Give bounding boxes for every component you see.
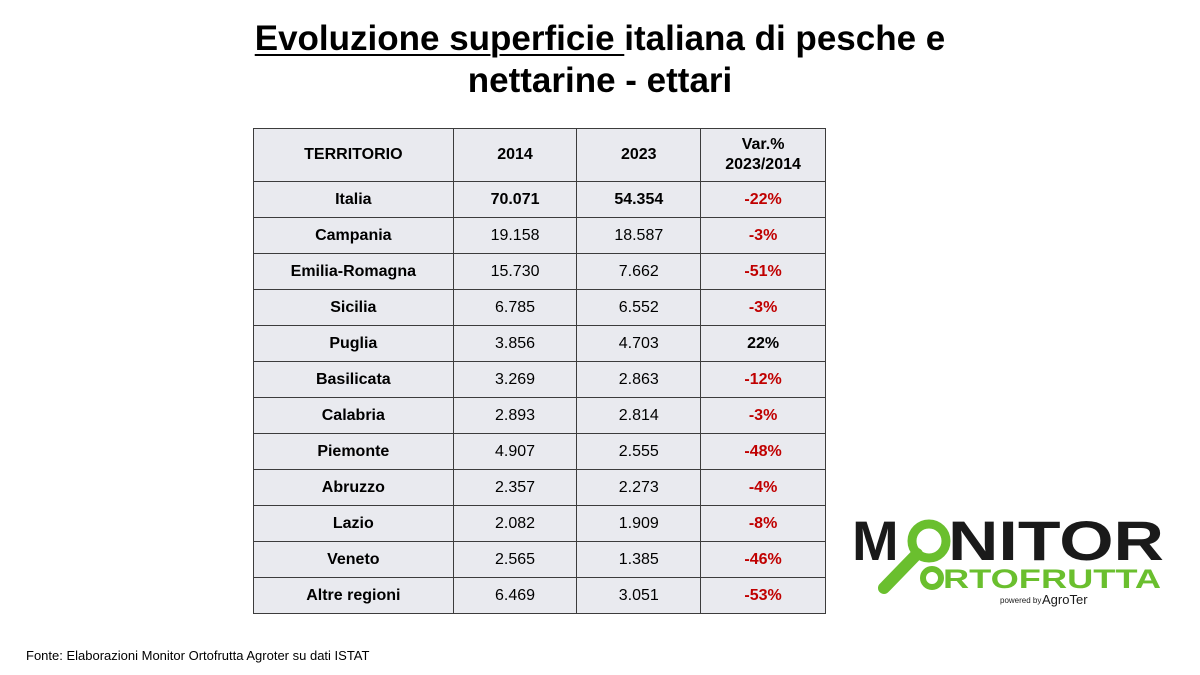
cell-2014: 2.893 [452, 397, 578, 434]
cell-2023: 1.385 [576, 541, 702, 578]
source-note: Fonte: Elaborazioni Monitor Ortofrutta A… [26, 648, 370, 663]
cell-territorio: Italia [253, 181, 454, 218]
title-rest-part: italiana di pesche e [624, 19, 946, 58]
logo-powered-by: powered by [1000, 596, 1041, 605]
table-row: Sicilia 6.785 6.552 -3% [253, 289, 826, 326]
cell-2014: 2.357 [452, 469, 578, 506]
cell-2014: 6.785 [452, 289, 578, 326]
table-row: Emilia-Romagna 15.730 7.662 -51% [253, 253, 826, 290]
cell-territorio: Altre regioni [253, 577, 454, 614]
cell-variation: -12% [700, 361, 826, 398]
table-row: Italia 70.071 54.354 -22% [253, 181, 826, 218]
table-body: Italia 70.071 54.354 -22% Campania 19.158 18.5… [253, 181, 826, 614]
cell-2023: 3.051 [576, 577, 702, 614]
cell-2023: 6.552 [576, 289, 702, 326]
cell-2023: 7.662 [576, 253, 702, 290]
cell-territorio: Campania [253, 217, 454, 254]
cell-2023: 2.863 [576, 361, 702, 398]
cell-2014: 3.269 [452, 361, 578, 398]
logo-letter-m: M [852, 509, 899, 572]
cell-territorio: Sicilia [253, 289, 454, 326]
table-row: Calabria 2.893 2.814 -3% [253, 397, 826, 434]
cell-2023: 2.273 [576, 469, 702, 506]
cell-variation: 22% [700, 325, 826, 362]
header-variation-line2: 2023/2014 [725, 156, 801, 173]
header-territorio: TERRITORIO [253, 128, 454, 182]
cell-variation: -48% [700, 433, 826, 470]
header-2014: 2014 [452, 128, 578, 182]
table-row: Abruzzo 2.357 2.273 -4% [253, 469, 826, 506]
cell-2014: 70.071 [452, 181, 578, 218]
magnifier-icon-handle [878, 548, 923, 594]
table-row: Basilicata 3.269 2.863 -12% [253, 361, 826, 398]
cell-territorio: Emilia-Romagna [253, 253, 454, 290]
table-row: Lazio 2.082 1.909 -8% [253, 505, 826, 542]
cell-variation: -3% [700, 289, 826, 326]
title-line-2: nettarine - ettari [467, 61, 733, 100]
table-row: Altre regioni 6.469 3.051 -53% [253, 577, 826, 614]
logo-word-rtofrutta: RTOFRUTTA [943, 564, 1161, 594]
cell-2014: 15.730 [452, 253, 578, 290]
table-header-row: TERRITORIO 2014 2023 Var.% 2023/2014 [253, 128, 826, 182]
magnifier-icon-ring [907, 519, 951, 563]
monitor-ortofrutta-logo: M NITOR RTOFRUTTA powered by AgroTer [852, 509, 1164, 607]
cell-variation: -53% [700, 577, 826, 614]
cell-2014: 3.856 [452, 325, 578, 362]
table-row: Puglia 3.856 4.703 22% [253, 325, 826, 362]
logo-agroter: AgroTer [1042, 592, 1088, 607]
cell-2014: 2.082 [452, 505, 578, 542]
table-row: Piemonte 4.907 2.555 -48% [253, 433, 826, 470]
cell-territorio: Basilicata [253, 361, 454, 398]
title-line-1: Evoluzione superficie italiana di pesche… [0, 18, 1200, 60]
cell-2014: 4.907 [452, 433, 578, 470]
cell-variation: -3% [700, 397, 826, 434]
cell-territorio: Calabria [253, 397, 454, 434]
cell-2014: 19.158 [452, 217, 578, 254]
cell-variation: -22% [700, 181, 826, 218]
cell-2023: 2.555 [576, 433, 702, 470]
header-variation-line1: Var.% [741, 136, 785, 153]
cell-2023: 54.354 [576, 181, 702, 218]
cell-variation: -4% [700, 469, 826, 506]
cell-2014: 6.469 [452, 577, 578, 614]
header-2023: 2023 [576, 128, 702, 182]
header-variation: Var.% 2023/2014 [700, 128, 826, 182]
cell-variation: -8% [700, 505, 826, 542]
cell-territorio: Veneto [253, 541, 454, 578]
cell-variation: -3% [700, 217, 826, 254]
cell-territorio: Lazio [253, 505, 454, 542]
cell-2023: 18.587 [576, 217, 702, 254]
cell-2023: 2.814 [576, 397, 702, 434]
cell-2023: 1.909 [576, 505, 702, 542]
cell-2023: 4.703 [576, 325, 702, 362]
cell-territorio: Puglia [253, 325, 454, 362]
table-row: Campania 19.158 18.587 -3% [253, 217, 826, 254]
cell-territorio: Abruzzo [253, 469, 454, 506]
cell-territorio: Piemonte [253, 433, 454, 470]
cell-variation: -51% [700, 253, 826, 290]
table-row: Veneto 2.565 1.385 -46% [253, 541, 826, 578]
data-table: TERRITORIO 2014 2023 Var.% 2023/2014 Ital… [253, 128, 826, 614]
page-title: Evoluzione superficie italiana di pesche… [0, 18, 1200, 102]
title-underlined-part: Evoluzione superficie [254, 19, 625, 58]
cell-2014: 2.565 [452, 541, 578, 578]
logo-word-nitor: NITOR [948, 509, 1164, 572]
cell-variation: -46% [700, 541, 826, 578]
logo-o-circle [920, 566, 944, 590]
